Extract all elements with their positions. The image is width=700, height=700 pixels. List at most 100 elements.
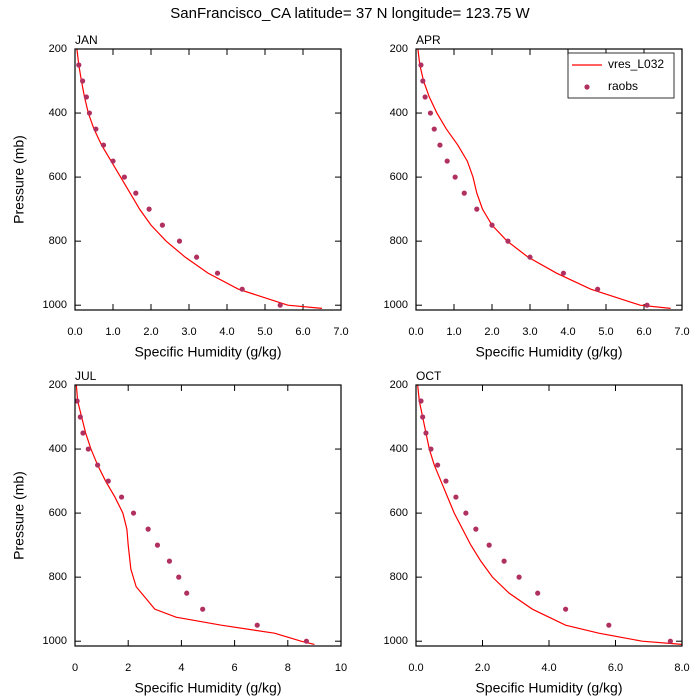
x-tick-label: 0.0 [408, 662, 423, 674]
legend-label: vres_L032 [608, 57, 664, 71]
y-tick-label: 1000 [43, 299, 67, 311]
obs-point [418, 62, 424, 68]
y-tick-label: 200 [49, 43, 67, 55]
x-tick-label: 0 [72, 662, 78, 674]
obs-point [159, 222, 165, 228]
x-tick-label: 2.0 [143, 326, 158, 338]
obs-point [145, 526, 151, 532]
panel-title: APR [416, 33, 441, 47]
y-tick-label: 800 [390, 235, 408, 247]
x-tick-label: 3.0 [181, 326, 196, 338]
x-tick-label: 2.0 [475, 662, 490, 674]
y-tick-label: 1000 [43, 635, 67, 647]
obs-point [463, 510, 469, 516]
y-tick-label: 200 [49, 379, 67, 391]
obs-point [489, 222, 495, 228]
obs-point [422, 94, 428, 100]
y-tick-label: 600 [390, 171, 408, 183]
obs-point [194, 254, 200, 260]
legend-marker [584, 84, 590, 90]
y-tick-label: 600 [49, 507, 67, 519]
obs-point [80, 430, 86, 436]
x-axis-label: Specific Humidity (g/kg) [475, 680, 622, 696]
x-tick-label: 8 [285, 662, 291, 674]
panel-title: JAN [75, 33, 98, 47]
obs-point [420, 414, 426, 420]
obs-point [486, 542, 492, 548]
obs-point [239, 286, 245, 292]
obs-point [214, 270, 221, 276]
obs-point [437, 142, 443, 148]
obs-point [644, 302, 650, 308]
x-tick-label: 6.0 [295, 326, 310, 338]
obs-point [277, 302, 283, 308]
x-tick-label: 1.0 [446, 326, 461, 338]
y-tick-label: 1000 [384, 299, 408, 311]
obs-point [667, 638, 673, 644]
y-tick-label: 600 [49, 171, 67, 183]
legend-box [567, 52, 675, 99]
x-tick-label: 4 [178, 662, 184, 674]
x-tick-label: 5.0 [598, 326, 613, 338]
x-tick-label: 0.0 [408, 326, 423, 338]
obs-point [85, 446, 91, 452]
plot-frame [415, 384, 683, 647]
panel-title: JUL [75, 369, 97, 383]
obs-point [501, 558, 507, 564]
profile-line [75, 384, 315, 645]
x-tick-label: 8.0 [674, 662, 689, 674]
obs-point [303, 638, 310, 644]
obs-point [176, 574, 182, 580]
y-tick-label: 200 [390, 43, 408, 55]
y-tick-label: 800 [49, 571, 67, 583]
obs-point [435, 462, 441, 468]
legend-label: raobs [608, 79, 638, 93]
x-tick-label: 3.0 [522, 326, 537, 338]
obs-point [254, 622, 260, 628]
obs-point [431, 126, 437, 132]
obs-point [527, 254, 533, 260]
profile-line [76, 48, 323, 309]
y-tick-label: 200 [390, 379, 408, 391]
x-tick-label: 4.0 [560, 326, 575, 338]
obs-point [606, 622, 612, 628]
obs-point [427, 110, 434, 116]
x-tick-label: 1.0 [105, 326, 120, 338]
x-axis-label: Specific Humidity (g/kg) [134, 680, 281, 696]
obs-point [535, 590, 541, 596]
plot-frame [74, 384, 342, 647]
x-tick-label: 0.0 [67, 326, 82, 338]
x-tick-label: 4.0 [541, 662, 556, 674]
obs-point [444, 158, 450, 164]
plot-frame [74, 48, 342, 311]
obs-point [516, 574, 522, 580]
obs-point [560, 270, 567, 276]
obs-point [166, 558, 173, 564]
obs-point [420, 78, 426, 84]
x-tick-label: 4.0 [219, 326, 234, 338]
obs-point [133, 190, 139, 196]
obs-point [83, 94, 89, 100]
obs-point [80, 78, 86, 84]
obs-point [473, 526, 479, 532]
obs-point [76, 62, 82, 68]
plot-frame [415, 48, 683, 311]
obs-point [461, 190, 467, 196]
obs-point [105, 478, 111, 484]
y-tick-label: 400 [390, 443, 408, 455]
y-tick-label: 600 [390, 507, 408, 519]
profile-line [417, 48, 671, 309]
obs-point [146, 206, 152, 212]
x-tick-label: 7.0 [333, 326, 348, 338]
obs-point [77, 414, 83, 420]
y-tick-label: 400 [49, 443, 67, 455]
obs-point [110, 158, 116, 164]
obs-point [595, 286, 601, 292]
obs-point [563, 606, 569, 612]
obs-point [184, 590, 190, 596]
x-axis-label: Specific Humidity (g/kg) [475, 344, 622, 360]
obs-point [93, 126, 99, 132]
obs-point [154, 542, 161, 548]
obs-point [176, 238, 183, 244]
